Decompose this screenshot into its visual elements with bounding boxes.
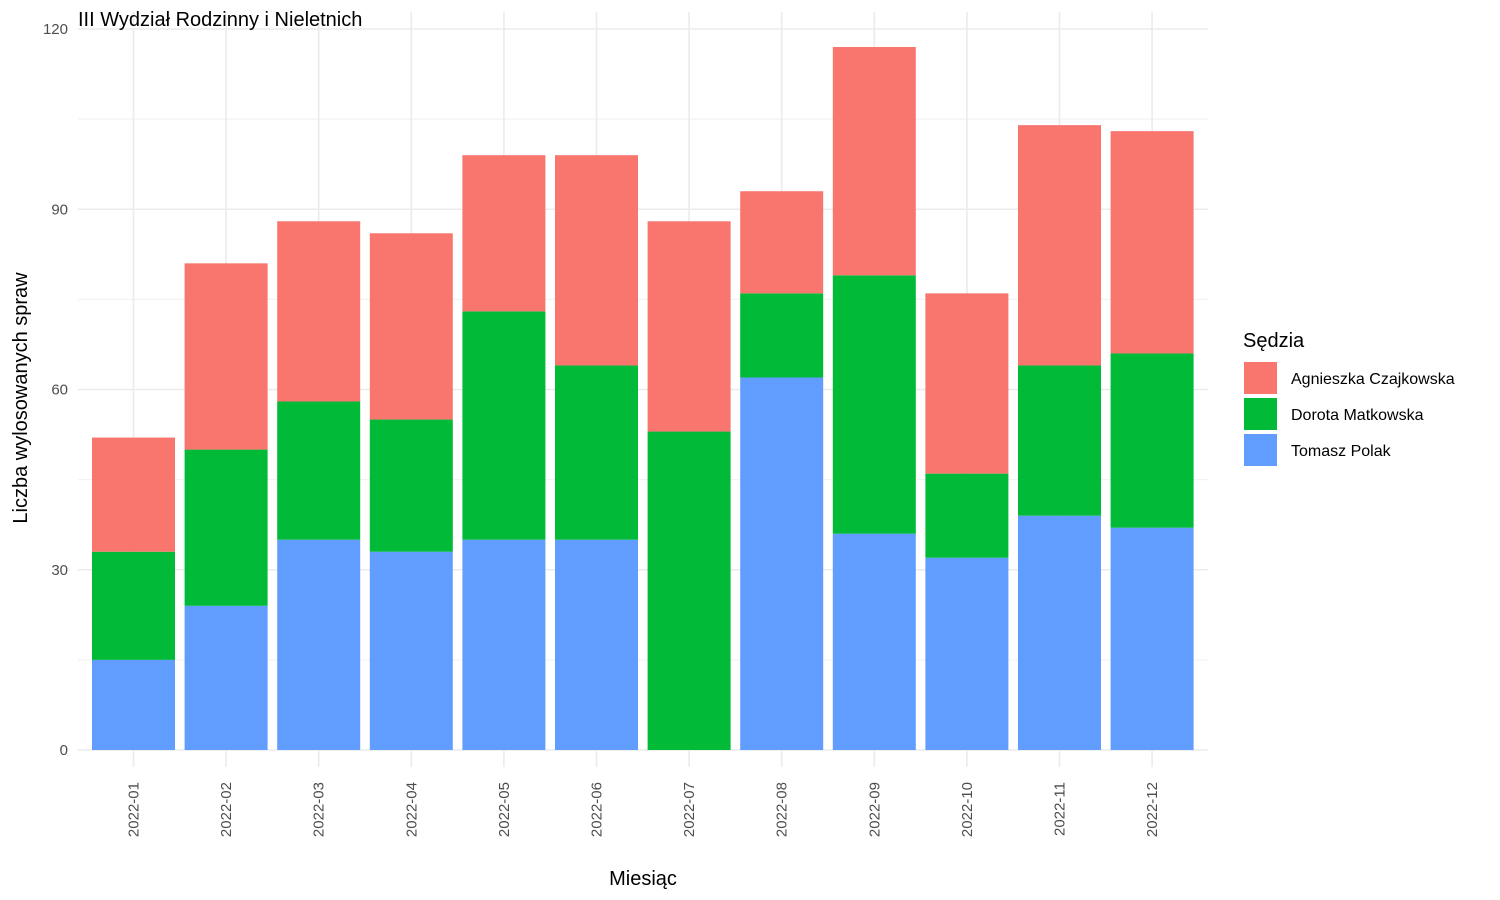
bar-segment-agnieszka-czajkowska <box>1018 125 1101 366</box>
bar-segment-dorota-matkowska <box>740 293 824 378</box>
bar-segment-tomasz-polak <box>277 539 361 750</box>
x-tick-label: 2022-03 <box>311 782 328 837</box>
legend-items: Agnieszka Czajkowska Dorota Matkowska Toma… <box>1244 362 1455 466</box>
x-tick-label: 2022-01 <box>126 782 143 837</box>
bar-segment-agnieszka-czajkowska <box>92 437 175 552</box>
x-tick-label: 2022-12 <box>1144 782 1161 837</box>
bar-segment-tomasz-polak <box>1110 527 1194 750</box>
bar-segment-agnieszka-czajkowska <box>555 155 638 366</box>
bar-segment-dorota-matkowska <box>462 311 546 540</box>
bar-segment-tomasz-polak <box>369 551 453 750</box>
legend-key <box>1244 434 1277 466</box>
bar-segment-tomasz-polak <box>925 557 1009 750</box>
bar-segment-dorota-matkowska <box>1018 365 1101 516</box>
bar-segment-dorota-matkowska <box>1110 353 1194 528</box>
bar-segment-dorota-matkowska <box>184 449 268 606</box>
bars <box>92 47 1194 750</box>
bar-segment-dorota-matkowska <box>369 419 453 552</box>
bar-segment-dorota-matkowska <box>277 401 361 540</box>
legend-key <box>1244 362 1277 394</box>
bar-segment-dorota-matkowska <box>92 551 175 660</box>
x-tick-label: 2022-07 <box>681 782 698 837</box>
y-tick-label: 90 <box>51 201 68 218</box>
y-tick-label: 30 <box>51 562 68 579</box>
bar-segment-tomasz-polak <box>92 659 175 750</box>
legend: Sędzia Agnieszka Czajkowska Dorota Matkow… <box>1243 330 1455 466</box>
x-tick-label: 2022-08 <box>774 782 791 837</box>
x-tick-label: 2022-11 <box>1052 782 1069 836</box>
bar-segment-agnieszka-czajkowska <box>184 263 268 450</box>
bar-segment-dorota-matkowska <box>647 431 731 750</box>
x-tick-label: 2022-05 <box>496 782 513 837</box>
bar-segment-agnieszka-czajkowska <box>1110 131 1194 354</box>
x-tick-label: 2022-10 <box>959 782 976 837</box>
x-tick-labels: 2022-01 2022-02 2022-03 2022-04 2022-05 2022-… <box>126 782 1162 837</box>
y-tick-label: 0 <box>60 742 68 759</box>
y-axis-title: Liczba wylosowanych spraw <box>10 272 32 524</box>
bar-segment-agnieszka-czajkowska <box>647 221 731 432</box>
x-tick-label: 2022-04 <box>403 782 420 837</box>
bar-segment-tomasz-polak <box>555 539 638 750</box>
chart-title: III Wydział Rodzinny i Nieletnich <box>78 9 362 31</box>
bar-segment-agnieszka-czajkowska <box>369 233 453 420</box>
bar-segment-dorota-matkowska <box>555 365 638 540</box>
bar-segment-agnieszka-czajkowska <box>277 221 361 402</box>
x-axis-title: Miesiąc <box>609 868 677 890</box>
legend-label: Dorota Matkowska <box>1291 407 1424 424</box>
x-tick-label: 2022-09 <box>866 782 883 837</box>
bar-segment-tomasz-polak <box>184 605 268 750</box>
y-tick-labels: 0 30 60 90 120 <box>43 21 68 759</box>
x-tick-label: 2022-02 <box>218 782 235 837</box>
x-tick-label: 2022-06 <box>589 782 606 837</box>
bar-segment-agnieszka-czajkowska <box>832 47 916 276</box>
legend-key <box>1244 398 1277 430</box>
y-tick-label: 120 <box>43 21 68 38</box>
legend-label: Agnieszka Czajkowska <box>1291 371 1455 388</box>
bar-segment-tomasz-polak <box>832 533 916 750</box>
bar-segment-dorota-matkowska <box>925 473 1009 558</box>
bar-segment-tomasz-polak <box>462 539 546 750</box>
bar-segment-agnieszka-czajkowska <box>740 191 824 294</box>
bar-segment-tomasz-polak <box>1018 515 1101 750</box>
bar-segment-dorota-matkowska <box>832 275 916 534</box>
bar-segment-tomasz-polak <box>740 377 824 750</box>
bar-segment-agnieszka-czajkowska <box>462 155 546 312</box>
legend-title: Sędzia <box>1243 330 1305 352</box>
bar-segment-agnieszka-czajkowska <box>925 293 1009 474</box>
y-tick-label: 60 <box>51 382 68 399</box>
legend-label: Tomasz Polak <box>1291 443 1392 460</box>
